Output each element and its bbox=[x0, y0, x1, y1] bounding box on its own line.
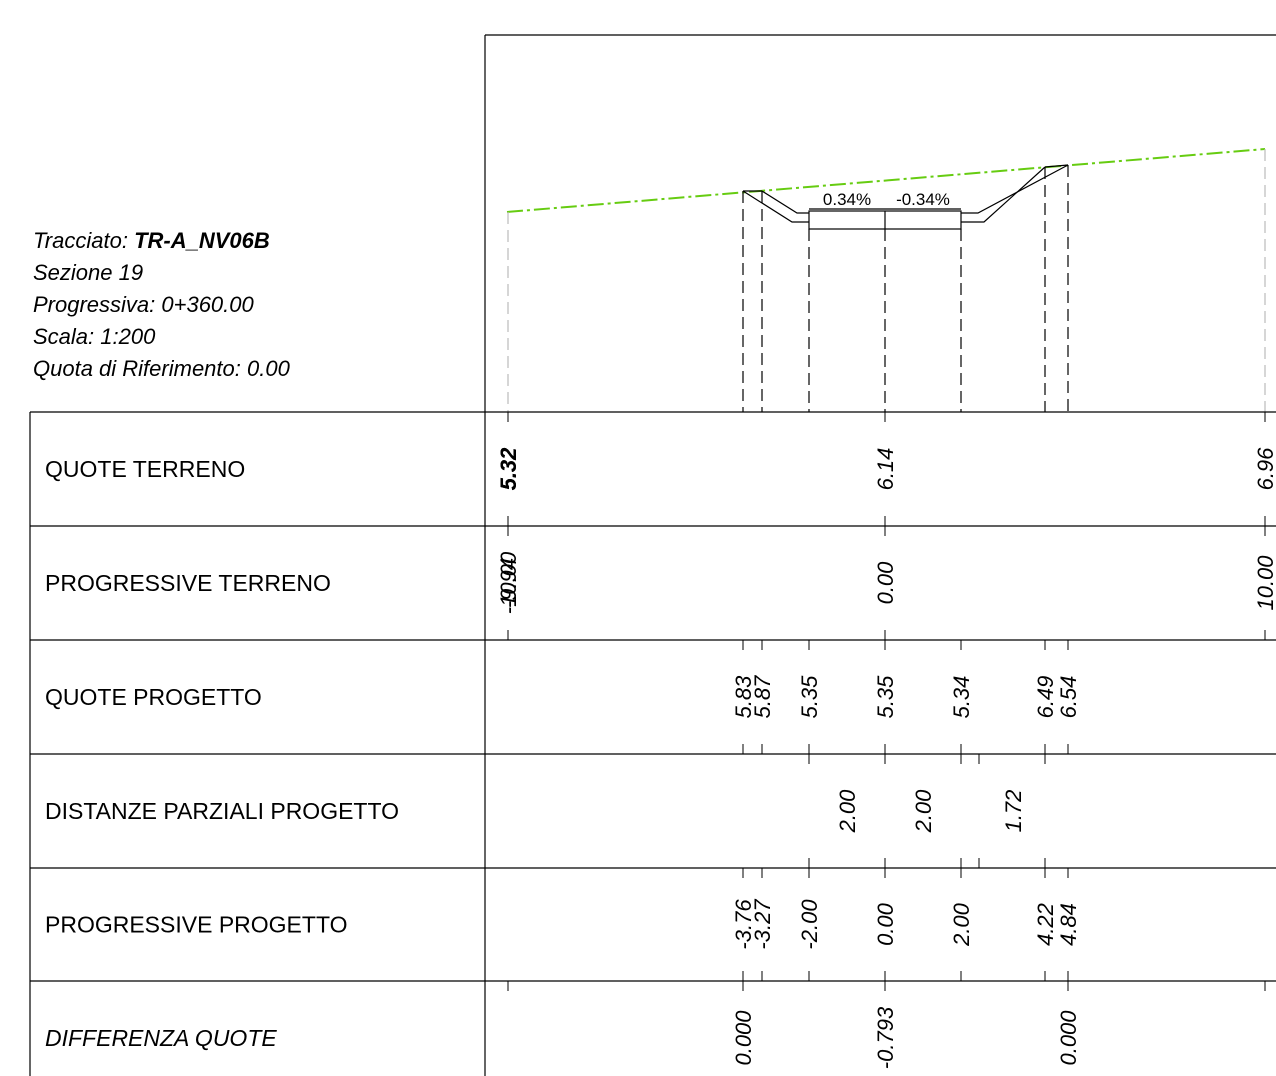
design-profile bbox=[742, 164, 1069, 230]
quota: Quota di Riferimento: 0.00 bbox=[33, 356, 291, 381]
frame bbox=[29, 34, 1276, 1076]
row-value: 0.00 bbox=[873, 902, 898, 946]
ground-verticals bbox=[507, 149, 1266, 412]
row-label: PROGRESSIVE TERRENO bbox=[45, 570, 331, 596]
row-value: 6.96 bbox=[1253, 447, 1276, 491]
slope-label: 0.34% bbox=[823, 190, 871, 209]
row-value: 2.00 bbox=[911, 789, 936, 834]
row-value: -3.27 bbox=[750, 899, 775, 950]
row-label: DIFFERENZA QUOTE bbox=[45, 1025, 277, 1051]
sezione: Sezione 19 bbox=[33, 260, 143, 285]
row-value: -10.00 bbox=[496, 551, 521, 614]
row-value: -2.00 bbox=[797, 899, 822, 950]
row-value: 0.000 bbox=[1056, 1010, 1081, 1066]
row-value: 10.00 bbox=[1253, 555, 1276, 611]
row-value: 0.000 bbox=[731, 1010, 756, 1066]
scala: Scala: 1:200 bbox=[33, 324, 156, 349]
row-value: 4.22 bbox=[1033, 903, 1058, 946]
row-value: -3.76 bbox=[731, 899, 756, 950]
row-label: PROGRESSIVE PROGETTO bbox=[45, 912, 347, 938]
row-value: 1.72 bbox=[1001, 790, 1026, 833]
row-value: 0.00 bbox=[873, 561, 898, 605]
tracciato: Tracciato: TR-A_NV06B bbox=[33, 228, 270, 253]
row-label: QUOTE PROGETTO bbox=[45, 684, 262, 710]
row-value: 5.35 bbox=[873, 675, 898, 719]
row-value: 5.32 bbox=[496, 447, 521, 491]
row-value: -0.793 bbox=[873, 1006, 898, 1069]
row-value: 5.83 bbox=[731, 675, 756, 719]
row-value: 2.00 bbox=[835, 789, 860, 834]
ground-line bbox=[506, 148, 1266, 213]
progressiva: Progressiva: 0+360.00 bbox=[33, 292, 255, 317]
row-value: 6.14 bbox=[873, 448, 898, 491]
row-value: 2.00 bbox=[949, 902, 974, 947]
row-value: -9.94 bbox=[496, 558, 521, 608]
row-value: 5.34 bbox=[949, 676, 974, 719]
row-value: 6.49 bbox=[1033, 676, 1058, 719]
row-value: 5.32 bbox=[496, 447, 521, 491]
row-label: DISTANZE PARZIALI PROGETTO bbox=[45, 798, 399, 824]
row-value: 5.35 bbox=[797, 675, 822, 719]
design-verticals bbox=[742, 165, 1069, 412]
row-value: 5.87 bbox=[750, 675, 775, 719]
row-value: 6.54 bbox=[1056, 676, 1081, 719]
row-label: QUOTE TERRENO bbox=[45, 456, 245, 482]
row-value: 4.84 bbox=[1056, 903, 1081, 946]
slope-label: -0.34% bbox=[896, 190, 950, 209]
